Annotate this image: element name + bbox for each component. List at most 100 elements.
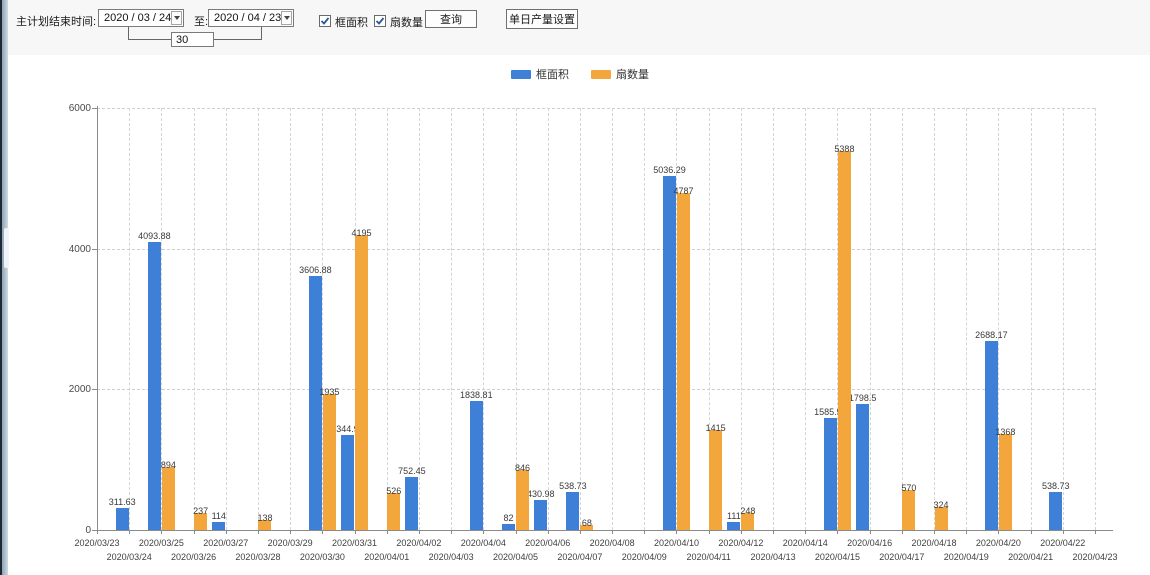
y-axis-label: 2000 [68,384,91,396]
bracket-line [214,39,261,40]
x-axis-date-label: 2020/03/31 [332,538,378,548]
legend-item-fan-count[interactable]: 扇数量 [591,66,649,82]
bar-fan-count[interactable] [902,489,916,530]
x-axis-date-label: 2020/04/18 [911,538,957,548]
x-axis-date-label: 2020/04/05 [492,552,539,562]
bar-fan-count[interactable] [934,507,948,530]
x-gridline [708,108,710,530]
x-axis-tick [515,530,517,534]
bar-fan-count[interactable] [741,512,755,530]
bar-value-label: 1798.5 [848,392,877,403]
bar-value-label: 4195 [351,227,372,238]
bar-frame-area[interactable] [212,521,226,530]
date-to-value: 2020 / 04 / 23 [214,12,282,24]
bar-fan-count[interactable] [194,513,208,530]
x-axis-date-label: 2020/03/23 [74,538,120,548]
bar-value-label: 752.45 [398,466,426,477]
x-axis-tick [934,530,936,534]
x-axis-date-label: 2020/04/13 [750,552,796,562]
checkbox-fan-count-label[interactable]: 扇数量 [390,17,423,29]
bar-frame-area[interactable] [147,242,161,530]
bar-frame-area[interactable] [984,340,998,530]
x-axis-tick [1095,530,1096,534]
x-gridline [547,108,549,530]
bar-fan-count[interactable] [322,393,336,530]
bar-frame-area[interactable] [727,522,741,530]
bar-frame-area[interactable] [469,400,483,530]
x-axis-date-label: 2020/04/08 [589,538,635,548]
bracket-line [128,27,129,40]
y-axis-label: 0 [85,525,91,536]
x-gridline [998,108,1000,530]
bar-frame-area[interactable] [566,492,580,530]
x-axis-tick [773,530,775,534]
x-axis-date-label: 2020/04/04 [460,538,506,548]
x-axis-tick [998,530,1000,534]
x-axis-tick [1062,530,1064,534]
panel-grip-handle[interactable] [4,228,9,268]
legend-item-frame-area[interactable]: 框面积 [511,66,569,82]
bar-frame-area[interactable] [856,403,870,530]
legend-label-fan-count: 扇数量 [616,69,649,81]
x-gridline [129,108,131,530]
filter-toolbar: 主计划结束时间: 2020 / 03 / 24 至: 2020 / 04 / 2… [8,0,1150,55]
date-to-dropdown-button[interactable] [281,11,292,25]
x-gridline [193,108,195,530]
bar-frame-area[interactable] [502,524,516,530]
bar-frame-area[interactable] [341,435,355,530]
bar-value-label: 1838.81 [460,389,493,400]
daily-output-settings-button[interactable]: 单日产量设置 [506,9,578,29]
bar-fan-count[interactable] [998,433,1012,530]
bar-fan-count[interactable] [580,525,594,530]
bracket-line [128,39,171,40]
bar-frame-area[interactable] [308,276,322,530]
date-from-picker[interactable]: 2020 / 03 / 24 [98,9,184,27]
days-between-value: 30 [176,33,189,46]
bar-frame-area[interactable] [534,499,548,530]
query-button[interactable]: 查询 [425,10,477,28]
x-axis-date-label: 2020/04/17 [879,552,925,562]
bar-fan-count[interactable] [387,493,401,530]
chevron-down-icon [283,16,290,20]
date-to-picker[interactable]: 2020 / 04 / 23 [208,9,294,27]
bar-value-label: 1368 [995,426,1016,437]
bar-fan-count[interactable] [709,430,723,530]
x-axis-date-label: 2020/03/24 [106,552,152,562]
collapsed-side-panel[interactable] [0,0,9,575]
checkbox-frame-area-label[interactable]: 框面积 [335,17,368,29]
x-axis-tick [129,530,131,534]
bar-value-label: 430.98 [526,488,555,499]
bar-frame-area[interactable] [115,508,129,530]
bar-fan-count[interactable] [676,193,690,530]
bar-frame-area[interactable] [1049,492,1063,530]
x-axis-date-label: 2020/03/25 [138,538,184,548]
bar-fan-count[interactable] [516,470,530,530]
x-axis-tick [97,530,98,534]
y-gridline [97,248,1095,250]
x-axis-tick [451,530,453,534]
bar-fan-count[interactable] [355,234,369,530]
bar-frame-area[interactable] [823,418,837,530]
x-axis-tick [257,530,259,534]
x-axis-tick [354,530,356,534]
bar-frame-area[interactable] [405,477,419,530]
x-gridline [1095,108,1096,530]
x-axis-date-label: 2020/04/03 [428,552,474,562]
x-axis-tick [869,530,871,534]
bar-value-label: 5036.29 [653,164,686,175]
bar-fan-count[interactable] [258,520,272,530]
x-gridline [612,108,614,530]
days-between-input[interactable]: 30 [171,32,214,47]
checkbox-fan-count[interactable] [374,15,386,27]
x-axis-date-label: 2020/03/30 [299,552,345,562]
bar-fan-count[interactable] [161,467,175,530]
bar-frame-area[interactable] [662,175,676,530]
checkbox-frame-area[interactable] [319,15,331,27]
bar-value-label: 894 [160,460,176,471]
x-axis-date-label: 2020/04/07 [557,552,603,562]
date-from-dropdown-button[interactable] [171,11,182,25]
y-gridline [97,108,1095,109]
bar-fan-count[interactable] [837,151,851,530]
legend-swatch-blue [511,69,531,79]
